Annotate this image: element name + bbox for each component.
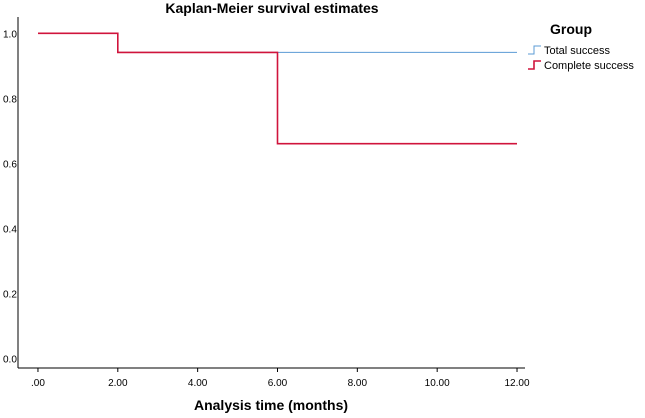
legend-label-1: Total success [544, 45, 611, 57]
series-line-2 [38, 32, 517, 145]
y-tick-label: 0.8 [3, 94, 17, 105]
legend-swatch-2 [528, 60, 541, 70]
y-tick-label: 0.4 [3, 224, 17, 235]
chart-title: Kaplan-Meier survival estimates [165, 0, 378, 16]
x-tick-label: 10.00 [425, 378, 450, 389]
x-tick-label: 6.00 [268, 378, 288, 389]
x-tick-label: 8.00 [348, 378, 368, 389]
y-tick-label: 0.6 [3, 159, 17, 170]
legend: Group Total success Complete success [528, 21, 634, 72]
x-axis-label: Analysis time (months) [194, 397, 348, 413]
y-tick-label: 1.0 [3, 29, 17, 40]
legend-swatch-1 [528, 45, 541, 55]
series-line-1 [38, 32, 517, 53]
y-tick-label: 0.2 [3, 289, 17, 300]
x-tick-label: 12.00 [505, 378, 530, 389]
x-tick-label: 2.00 [108, 378, 128, 389]
plot-area: 0.0 0.2 0.4 0.6 0.8 1.0 .00 2.00 4.00 6.00 8.00 10.… [3, 17, 530, 389]
x-tick-label: 4.00 [188, 378, 208, 389]
y-tick-label: 0.0 [3, 354, 17, 365]
legend-title: Group [550, 21, 592, 37]
x-tick-label: .00 [31, 378, 45, 389]
legend-label-2: Complete success [544, 60, 634, 72]
